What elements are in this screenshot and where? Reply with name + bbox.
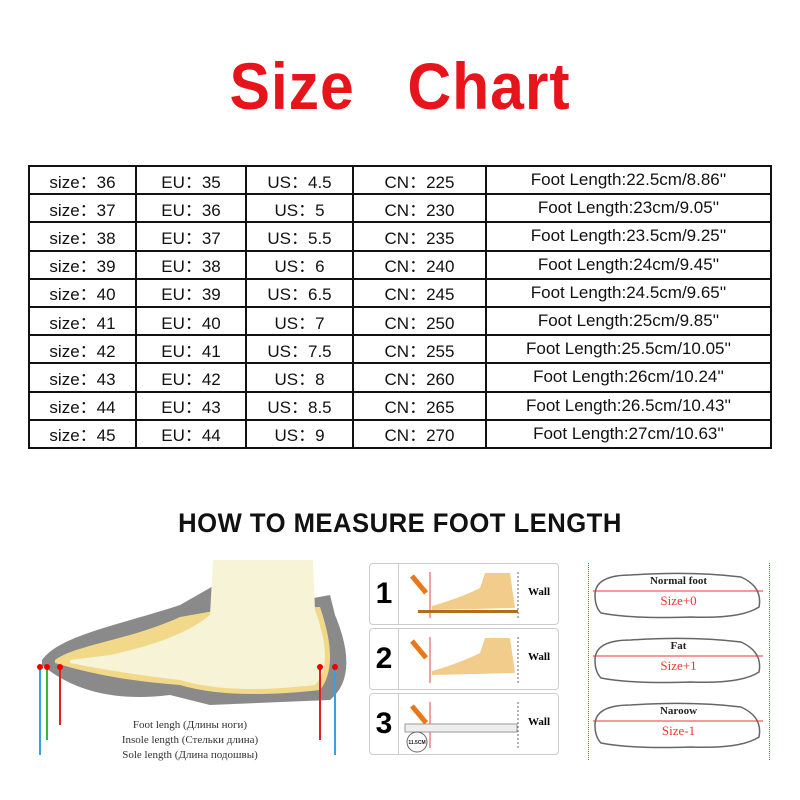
foot-measure-icon: 11.5CM	[404, 702, 519, 753]
wall-label: Wall	[528, 716, 551, 728]
wall-label: Wall	[528, 586, 551, 598]
table-cell: CN：230	[352, 193, 487, 224]
foot-type: Normal foot Size+0	[591, 567, 766, 623]
table-cell: US：9	[245, 418, 354, 449]
table-cell: EU：37	[135, 221, 247, 252]
table-row: size：43 EU：42 US：8 CN：260 Foot Length:26cm/1…	[28, 362, 772, 393]
table-cell: EU：40	[135, 305, 247, 337]
table-cell: US：8	[245, 362, 354, 393]
table-cell: CN：235	[352, 221, 487, 252]
step-number: 2	[370, 629, 399, 689]
table-cell: CN：270	[352, 418, 487, 449]
foot-outline-icon	[593, 637, 763, 684]
table-cell: EU：36	[135, 193, 247, 224]
size-adjust: Size+1	[660, 658, 697, 673]
table-cell: size：43	[28, 362, 137, 393]
table-cell: Foot Length:26.5cm/10.43''	[485, 390, 772, 421]
size-adjust: Size-1	[661, 723, 696, 738]
table-row: size：37 EU：36 US：5 CN：230 Foot Length:23cm/9…	[28, 193, 772, 224]
foot-type: Naroow Size-1	[591, 697, 766, 753]
measure-steps: 1 Wall 2 Wall 3 11.5CM Wall	[369, 563, 559, 760]
table-cell: CN：255	[352, 334, 487, 365]
table-cell: size：38	[28, 221, 137, 252]
size-table: size：36 EU：35 US：4.5 CN：225 Foot Length:22.5…	[28, 164, 772, 449]
foot-type-name: Naroow	[659, 705, 698, 717]
sole-length-label: Sole length (Длина подошвы)	[122, 749, 258, 761]
table-cell: size：36	[28, 164, 137, 196]
ruler-reading: 11.5CM	[408, 740, 425, 746]
table-cell: size：40	[28, 277, 137, 308]
table-cell: size：37	[28, 193, 137, 224]
table-cell: Foot Length:23.5cm/9.25''	[485, 221, 772, 252]
table-cell: US：6	[245, 249, 354, 280]
table-cell: CN：260	[352, 362, 487, 393]
foot-outline-icon	[593, 702, 763, 749]
table-row: size：42 EU：41 US：7.5 CN：255 Foot Length:25.5…	[28, 334, 772, 365]
table-cell: EU：38	[135, 249, 247, 280]
foot-measure-icon	[410, 637, 519, 683]
table-cell: size：42	[28, 334, 137, 365]
table-cell: Foot Length:27cm/10.63''	[485, 418, 772, 449]
table-cell: EU：42	[135, 362, 247, 393]
table-row: size：36 EU：35 US：4.5 CN：225 Foot Length:22.5…	[28, 164, 772, 196]
table-cell: size：44	[28, 390, 137, 421]
table-row: size：39 EU：38 US：6 CN：240 Foot Length:24cm/9…	[28, 249, 772, 280]
table-row: size：44 EU：43 US：8.5 CN：265 Foot Length:26.5…	[28, 390, 772, 421]
table-cell: Foot Length:25cm/9.85''	[485, 305, 772, 337]
shoe-diagram: Foot lengh (Длины ноги) Insole length (С…	[37, 560, 347, 761]
measure-step: 1 Wall	[369, 563, 559, 625]
table-cell: US：4.5	[245, 164, 354, 196]
table-cell: EU：39	[135, 277, 247, 308]
table-cell: Foot Length:24cm/9.45''	[485, 249, 772, 280]
table-cell: Foot Length:24.5cm/9.65''	[485, 277, 772, 308]
table-cell: CN：265	[352, 390, 487, 421]
table-cell: US：5.5	[245, 221, 354, 252]
table-cell: CN：245	[352, 277, 487, 308]
insole-length-label: Insole length (Стельки длина)	[122, 734, 259, 746]
table-cell: Foot Length:22.5cm/8.86''	[485, 164, 772, 196]
foot-outline-icon	[593, 572, 763, 619]
step-number: 3	[370, 694, 399, 754]
table-cell: size：39	[28, 249, 137, 280]
table-cell: US：5	[245, 193, 354, 224]
table-row: size：41 EU：40 US：7 CN：250 Foot Length:25cm/9…	[28, 305, 772, 337]
foot-length-label: Foot lengh (Длины ноги)	[133, 719, 247, 731]
table-cell: EU：41	[135, 334, 247, 365]
page-title: Size Chart	[229, 49, 571, 123]
wall-label: Wall	[528, 651, 551, 663]
foot-type-name: Normal foot	[649, 575, 708, 587]
measure-heading: HOW TO MEASURE FOOT LENGTH	[178, 508, 622, 538]
table-cell: EU：35	[135, 164, 247, 196]
table-cell: Foot Length:26cm/10.24''	[485, 362, 772, 393]
table-cell: US：7	[245, 305, 354, 337]
step-number: 1	[370, 564, 399, 624]
foot-type: Fat Size+1	[591, 632, 766, 688]
measure-step: 2 Wall	[369, 628, 559, 690]
table-cell: EU：44	[135, 418, 247, 449]
table-cell: CN：240	[352, 249, 487, 280]
foot-type-name: Fat	[670, 640, 687, 652]
table-cell: US：8.5	[245, 390, 354, 421]
table-row: size：40 EU：39 US：6.5 CN：245 Foot Length:24.5…	[28, 277, 772, 308]
table-cell: CN：225	[352, 164, 487, 196]
table-cell: EU：43	[135, 390, 247, 421]
foot-types: Normal foot Size+0 Fat Size+1 Naroow Size-1	[588, 563, 770, 760]
foot-measure-icon	[410, 572, 519, 618]
table-cell: size：45	[28, 418, 137, 449]
table-row: size：38 EU：37 US：5.5 CN：235 Foot Length:23.5…	[28, 221, 772, 252]
table-cell: US：6.5	[245, 277, 354, 308]
size-adjust: Size+0	[660, 593, 697, 608]
measure-step: 3 11.5CM Wall	[369, 693, 559, 755]
table-cell: Foot Length:25.5cm/10.05''	[485, 334, 772, 365]
table-cell: size：41	[28, 305, 137, 337]
table-cell: CN：250	[352, 305, 487, 337]
table-cell: Foot Length:23cm/9.05''	[485, 193, 772, 224]
table-row: size：45 EU：44 US：9 CN：270 Foot Length:27cm/1…	[28, 418, 772, 449]
table-cell: US：7.5	[245, 334, 354, 365]
